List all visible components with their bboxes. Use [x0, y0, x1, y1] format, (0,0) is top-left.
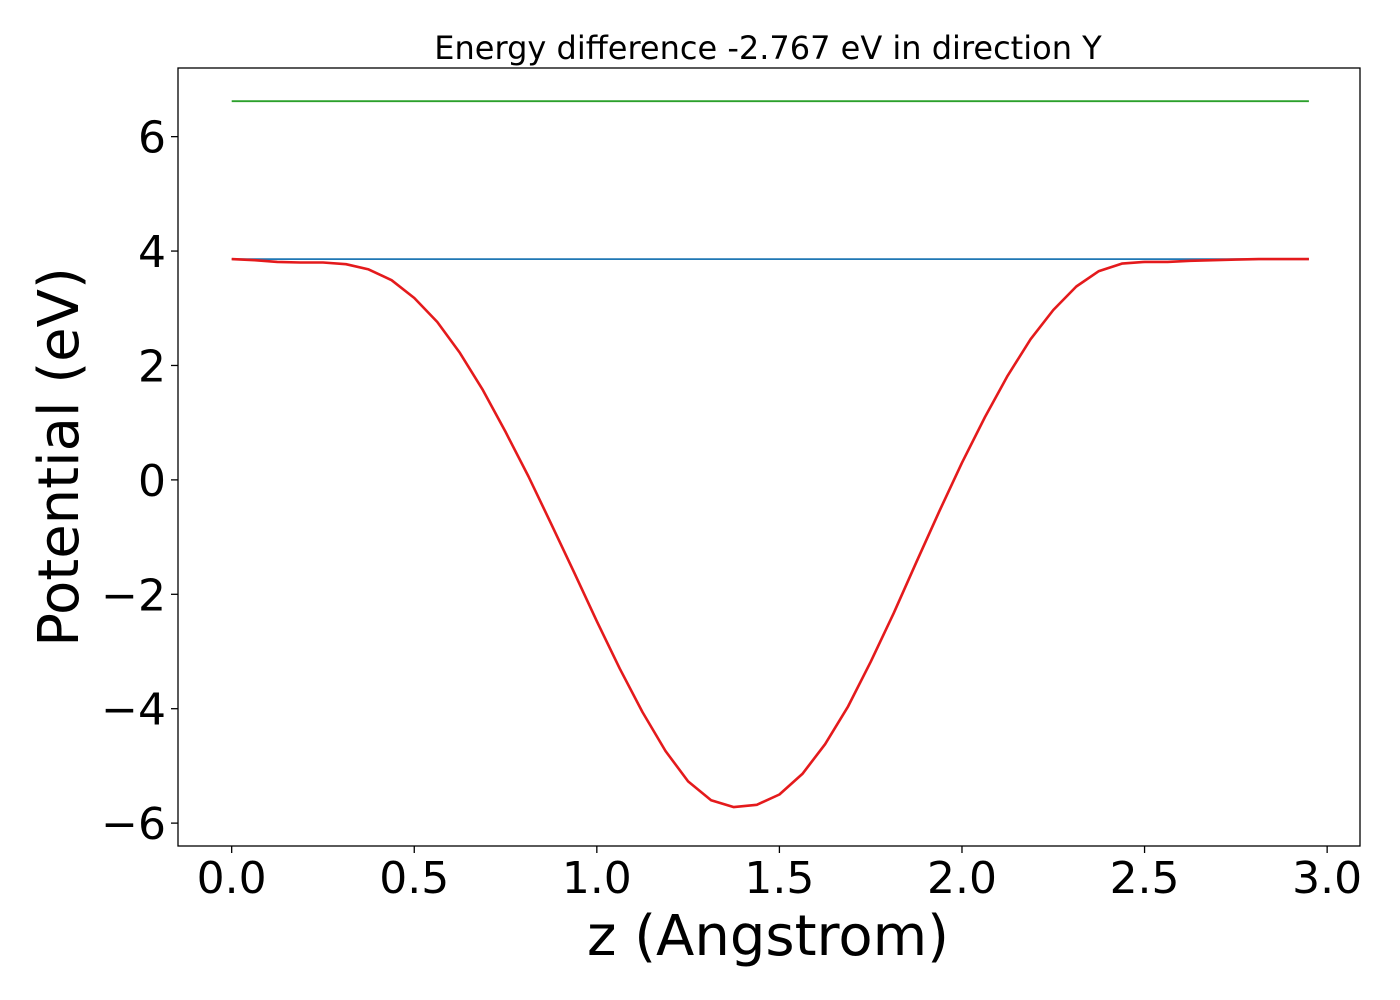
x-axis-ticks: 0.0 0.5 1.0 1.5 2.0 2.5 3.0: [197, 846, 1362, 904]
y-tick-label: 4: [138, 227, 166, 278]
x-tick-label: 1.5: [744, 853, 814, 904]
chart-title: Energy difference -2.767 eV in direction…: [434, 29, 1102, 67]
y-tick-label: 0: [138, 456, 166, 507]
series-line-3: [231, 257, 1309, 809]
x-tick-label: 0.0: [197, 853, 267, 904]
y-axis-label: Potential (eV): [27, 267, 92, 647]
x-axis-label: z (Angstrom): [587, 904, 949, 969]
y-axis-ticks: −6 −4 −2 0 2 4 6: [101, 113, 178, 850]
series-layer: [231, 100, 1309, 809]
x-tick-label: 3.0: [1292, 853, 1362, 904]
plot-frame: [177, 67, 1361, 847]
x-tick-label: 2.0: [927, 853, 997, 904]
y-tick-label: −2: [101, 570, 166, 621]
y-tick-label: 6: [138, 113, 166, 164]
x-tick-label: 0.5: [379, 853, 449, 904]
y-tick-label: −4: [101, 685, 166, 736]
x-tick-label: 1.0: [562, 853, 632, 904]
x-tick-label: 2.5: [1110, 853, 1180, 904]
y-tick-label: 2: [138, 341, 166, 392]
y-tick-label: −6: [101, 799, 166, 850]
